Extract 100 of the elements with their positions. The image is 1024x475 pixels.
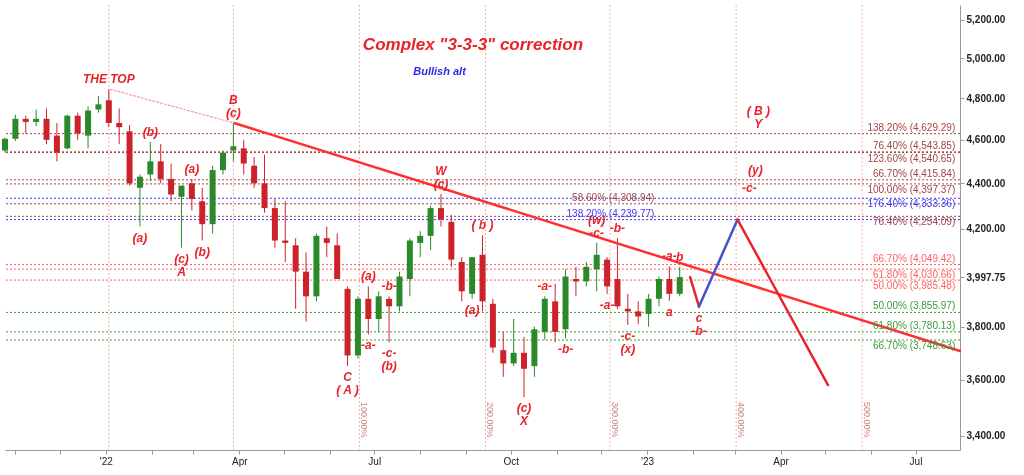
candlestick [666,265,673,302]
candlestick [230,122,237,162]
annotation: -b- [557,342,574,357]
annotation: Y [754,116,764,131]
annotation: -b- [691,323,707,338]
annotation: ( b ) [471,218,494,233]
x-tick-label: Apr [232,455,249,467]
annotation: (a) [360,269,376,284]
annotation: b [676,249,684,264]
annotation: (a) [464,302,480,317]
annotation: (y) [748,162,763,177]
annotation: X [519,414,530,429]
y-tick-label: 3,997.75 [966,271,1006,283]
y-tick-label: 4,800.00 [966,92,1006,104]
candlestick [157,143,164,184]
candlestick [386,295,393,343]
candlestick [510,318,517,367]
candlestick [178,185,185,249]
ref-line-label: 176.40% (4,333.36) [867,198,956,210]
candlestick [147,141,154,182]
annotation: -a- [360,338,376,353]
candlestick [136,173,143,227]
ref-line-label: 76.40% (4,254.09) [872,216,956,228]
annotation: (x) [620,341,636,356]
x-tick-label: Oct [503,455,520,467]
candlestick [105,88,112,128]
candlestick [500,331,507,378]
ref-line-label: 200.00% [485,402,496,438]
candlestick [593,242,600,292]
annotation: a [666,304,673,319]
candlestick [635,300,642,325]
annotation: (a) [184,161,200,176]
candlestick [74,112,81,141]
candlestick [251,156,258,189]
candlestick [375,290,382,333]
y-tick-label: 5,000.00 [966,52,1006,64]
candlestick [417,230,424,258]
ref-line-label: 400.00% [736,402,747,438]
annotation: THE TOP [82,72,136,87]
annotation: ( A ) [336,383,359,398]
ref-line-label: 100.00% (4,397.37) [867,183,956,195]
annotation: B [229,93,239,108]
ref-line-label: 66.70% (4,049.42) [872,252,956,264]
y-tick-label: 4,600.00 [966,134,1006,146]
ref-line-label: 50.00% (3,855.97) [872,300,956,312]
y-tick-label: 5,200.00 [966,14,1006,26]
ref-line-label: 500.00% [862,402,873,438]
y-tick-label: 3,400.00 [966,430,1006,442]
candlestick [219,150,226,175]
y-tick-label: 4,200.00 [966,223,1006,235]
annotation: (b) [381,359,397,374]
annotation: -b- [381,279,397,294]
ref-line-label: 138.20% (4,629.29) [867,121,956,133]
annotation: (c) [226,106,241,121]
y-tick-label: 4,400.00 [966,177,1006,189]
ref-line-label: 61.80% (4,030.66) [872,269,956,281]
ref-line-label: 66.70% (4,415.84) [872,167,956,179]
annotation: -b- [609,221,626,236]
candlestick [168,163,175,202]
x-tick-label: '23 [641,455,655,467]
annotation: (c) [516,401,532,416]
annotation: -c- [742,181,757,196]
candlestick [583,261,590,287]
ref-line-label: 50.00% (3,985.48) [872,280,956,292]
candlestick [676,266,683,297]
candlestick [437,193,444,227]
annotation: -a- [537,279,553,294]
annotation: W [435,164,449,179]
annotation: C [343,370,353,385]
candlestick [655,276,662,307]
annotation: -a- [599,297,615,312]
y-tick-label: 3,600.00 [966,374,1006,386]
text: Complex "3-3-3" correction [362,35,584,54]
candlestick [43,107,50,145]
candlestick [365,285,372,335]
candlestick [188,178,195,211]
candlestick [33,108,40,127]
x-tick-label: '22 [99,455,114,467]
candlestick [645,293,652,328]
ref-line-label: 58.60% (4,308.94) [572,191,655,203]
candlestick [521,336,528,398]
annotation: (a) [132,230,148,245]
candlestick [12,114,19,142]
x-tick-label: Jul [368,455,382,467]
annotation: (b) [142,124,158,139]
ref-line-label: 123.60% (4,540.65) [867,152,956,164]
annotation: -c- [381,346,397,361]
candlestick [199,187,206,242]
annotation: -c- [620,328,636,343]
candlestick [323,226,330,258]
text: Bullish alt [413,65,468,77]
x-tick-label: Apr [773,455,790,467]
annotation: c [695,310,703,325]
ref-line-label: 100.00% [359,402,370,438]
candlestick [240,139,247,175]
candlestick [53,122,60,162]
y-tick-label: 3,800.00 [966,321,1006,333]
x-tick-label: Jul [909,455,923,467]
annotation: (c) [174,251,189,266]
candlestick [116,107,123,145]
